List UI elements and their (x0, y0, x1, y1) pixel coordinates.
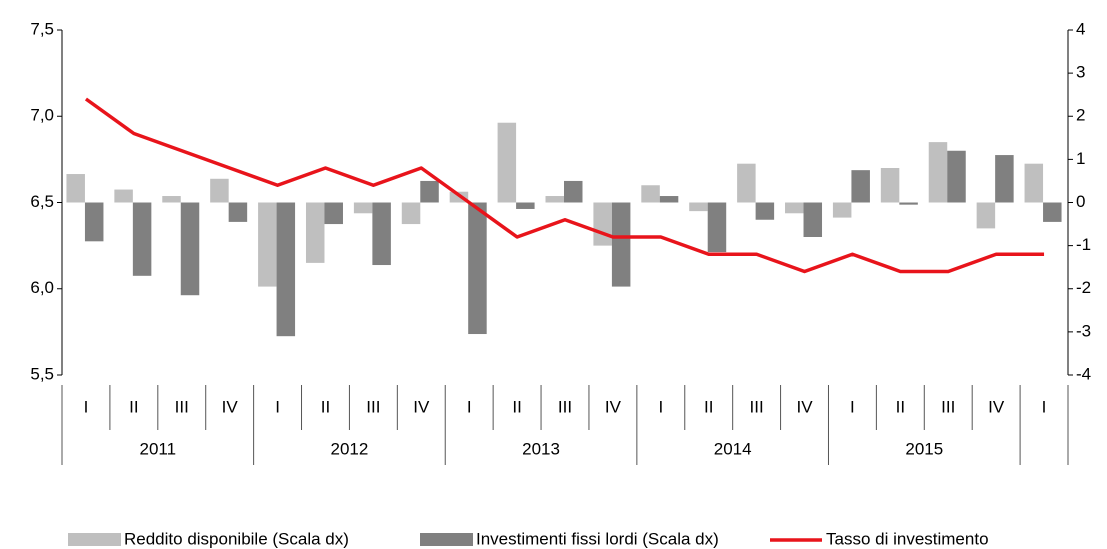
legend-swatch (68, 533, 121, 546)
bar (162, 196, 181, 203)
bar (995, 155, 1014, 203)
x-tick-label: I (850, 397, 855, 416)
y-tick-label: 7,0 (30, 106, 54, 125)
bar (180, 202, 200, 296)
x-tick-label: III (558, 397, 572, 416)
x-group-label: 2012 (331, 439, 369, 458)
x-tick-label: II (512, 397, 521, 416)
legend-label: Tasso di investimento (826, 529, 989, 548)
x-tick-label: IV (988, 397, 1005, 416)
bar (593, 202, 612, 246)
bar (880, 168, 900, 203)
bar (468, 202, 487, 335)
y2-tick-label: 2 (1076, 106, 1085, 125)
y2-tick-label: -3 (1076, 321, 1091, 340)
x-group-label: 2013 (522, 439, 560, 458)
bar (228, 202, 248, 222)
bar (132, 202, 152, 276)
bar (401, 202, 421, 225)
x-tick-label: II (129, 397, 138, 416)
x-tick-label: I (467, 397, 472, 416)
bar (659, 196, 679, 203)
bar (210, 178, 229, 203)
x-tick-label: II (704, 397, 713, 416)
bar (497, 122, 517, 203)
x-group-label: 2015 (905, 439, 943, 458)
bar (755, 202, 775, 220)
bar (832, 202, 852, 218)
bar (689, 202, 708, 212)
x-tick-label: II (321, 397, 330, 416)
bar (516, 202, 535, 209)
legend-swatch (420, 533, 473, 546)
bar (976, 202, 996, 229)
bar (564, 180, 583, 203)
bar (84, 202, 104, 242)
bar (66, 174, 85, 203)
y2-tick-label: -1 (1076, 235, 1091, 254)
y2-tick-label: 3 (1076, 63, 1085, 82)
bar (803, 202, 823, 237)
y2-tick-label: -2 (1076, 278, 1091, 297)
bar (611, 202, 631, 287)
x-tick-label: IV (605, 397, 622, 416)
y-tick-label: 7,5 (30, 19, 54, 38)
bar (947, 150, 966, 203)
bar (420, 180, 439, 203)
x-tick-label: IV (222, 397, 239, 416)
bar (785, 202, 804, 214)
x-group-label: 2014 (714, 439, 752, 458)
legend-label: Reddito disponibile (Scala dx) (124, 529, 349, 548)
bar (324, 202, 343, 225)
bar (899, 202, 918, 205)
bar (258, 202, 277, 287)
x-tick-label: III (941, 397, 955, 416)
bar (114, 189, 133, 203)
bar (1043, 202, 1062, 222)
y-tick-label: 6,5 (30, 192, 54, 211)
x-tick-label: I (275, 397, 280, 416)
bar (305, 202, 325, 263)
bar (851, 170, 870, 203)
bar (353, 202, 373, 214)
bar (737, 163, 756, 203)
y2-tick-label: 4 (1076, 19, 1085, 38)
line-series (84, 97, 1045, 274)
bar (1024, 163, 1044, 203)
y-tick-label: 5,5 (30, 364, 54, 383)
y2-tick-label: 0 (1076, 192, 1085, 211)
x-tick-label: I (84, 397, 89, 416)
x-tick-label: III (175, 397, 189, 416)
bar (641, 185, 660, 203)
x-tick-label: IV (796, 397, 813, 416)
y2-tick-label: 1 (1076, 149, 1085, 168)
y2-tick-label: -4 (1076, 364, 1091, 383)
y-tick-label: 6,0 (30, 278, 54, 297)
bar (545, 196, 564, 203)
bar (372, 202, 391, 266)
x-tick-label: III (750, 397, 764, 416)
bar (276, 202, 296, 337)
x-tick-label: I (1042, 397, 1047, 416)
bar (928, 142, 948, 203)
x-tick-label: I (658, 397, 663, 416)
legend-label: Investimenti fissi lordi (Scala dx) (476, 529, 719, 548)
x-group-label: 2011 (140, 439, 177, 458)
bar (707, 202, 727, 253)
x-tick-label: III (366, 397, 380, 416)
x-tick-label: II (896, 397, 905, 416)
x-tick-label: IV (413, 397, 430, 416)
